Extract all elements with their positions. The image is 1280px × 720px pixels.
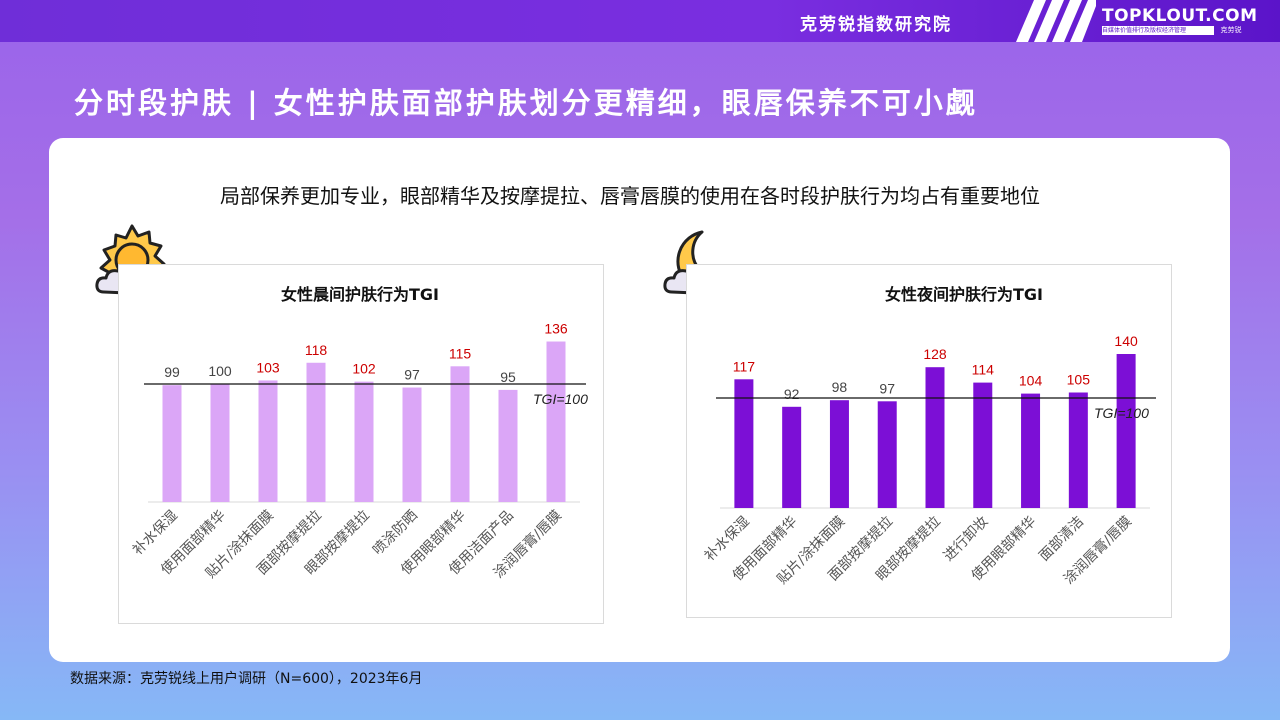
bar [306,362,326,502]
decor-stripes [1016,0,1096,42]
data-label: 128 [923,346,947,362]
data-label: 104 [1019,373,1043,389]
data-label: 118 [305,342,328,358]
bar [734,379,754,508]
night-chart: 117补水保湿92使用面部精华98贴片/涂抹面膜97面部按摩提拉128眼部按摩提… [702,333,1156,588]
bar [258,380,278,502]
page-title: 分时段护肤 | 女性护肤面部护肤划分更精细，眼唇保养不可小觑 [74,86,978,120]
brand-name: 克劳锐指数研究院 [800,15,952,35]
logo-strip: 自媒体价值排行及版权经济管理 克劳锐 [1102,26,1248,35]
data-label: 92 [784,386,800,402]
data-label: 105 [1067,372,1091,388]
data-label: 97 [404,367,420,383]
reference-line-label: TGI=100 [1094,405,1149,421]
bar [354,381,374,502]
data-label: 99 [164,364,180,380]
data-label: 136 [544,321,568,337]
bar [925,367,945,508]
bar [450,366,470,502]
data-label: 95 [500,369,516,385]
data-label: 140 [1114,333,1138,349]
bar [973,382,993,508]
bar [546,341,566,502]
logo-text: TOPKLOUT.COM [1102,6,1258,26]
data-label: 98 [832,379,848,395]
data-label: 114 [972,362,995,378]
bar [210,384,230,502]
data-label: 102 [352,361,376,377]
bar [1116,354,1136,508]
logo-tagline: 自媒体价值排行及版权经济管理 [1102,26,1214,35]
data-label: 100 [208,363,232,379]
bar [782,406,802,508]
night-chart-title: 女性夜间护肤行为TGI [884,285,1043,304]
data-source: 数据来源：克劳锐线上用户调研（N=600），2023年6月 [70,671,423,687]
data-label: 103 [256,359,280,375]
morning-chart: 99补水保湿100使用面部精华103贴片/涂抹面膜118面部按摩提拉102眼部按… [130,321,588,582]
data-label: 115 [449,345,472,361]
bar [829,400,849,508]
data-label: 117 [733,358,756,374]
data-label: 97 [879,380,895,396]
bar [1021,393,1041,508]
reference-line-label: TGI=100 [533,391,588,407]
bar [877,401,897,508]
bar [162,385,182,502]
morning-chart-title: 女性晨间护肤行为TGI [280,285,439,304]
logo-sub: 克劳锐 [1220,26,1242,34]
bar [1068,392,1088,508]
bar [498,389,518,502]
bar [402,387,422,502]
subtitle: 局部保养更加专业，眼部精华及按摩提拉、唇膏唇膜的使用在各时段护肤行为均占有重要地… [220,184,1040,208]
